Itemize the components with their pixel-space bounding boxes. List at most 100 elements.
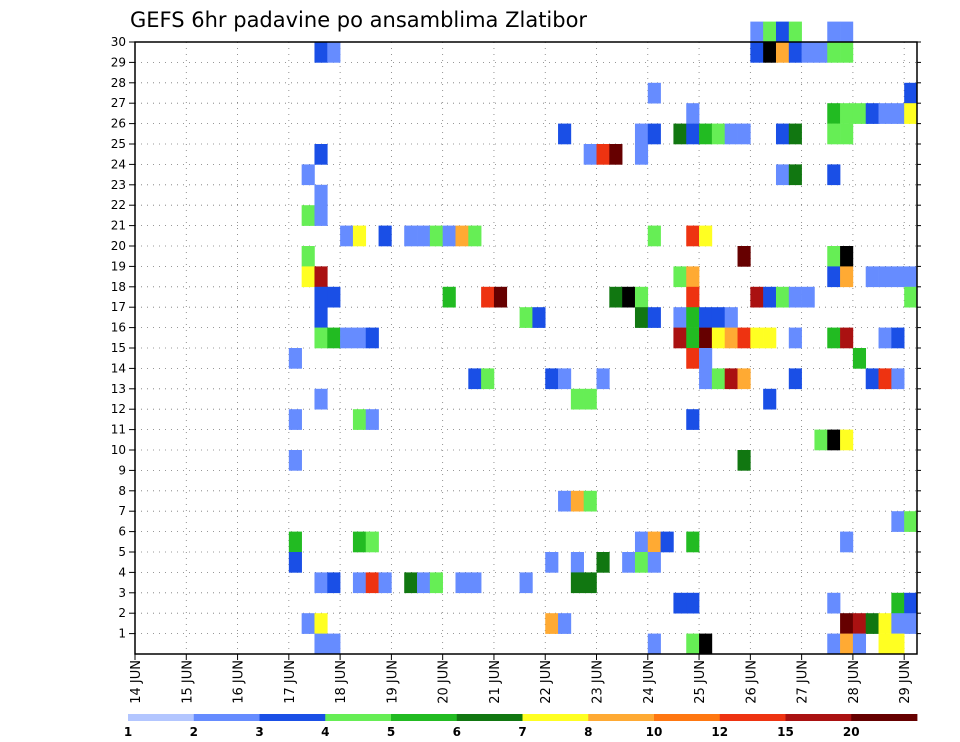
x-axis: 14 JUN 15 JUN 16 JUN 17 JUN 18 JUN 19 JUN 20 J…	[129, 654, 913, 704]
heatmap-cell	[904, 613, 918, 634]
heatmap-cell	[763, 286, 777, 308]
heatmap-cell	[827, 123, 841, 145]
heatmap-cell	[750, 21, 764, 43]
heatmap-cell	[634, 307, 649, 328]
heatmap-cell	[365, 572, 379, 594]
heatmap-cell	[314, 613, 328, 634]
heatmap-cell	[827, 42, 841, 63]
heatmap-cell	[763, 388, 777, 410]
heatmap-cell	[904, 592, 918, 614]
heatmap-cell	[545, 368, 559, 390]
heatmap-cell	[288, 552, 302, 573]
heatmap-cell	[314, 205, 328, 226]
heatmap-cell	[737, 368, 751, 390]
heatmap-cell	[609, 144, 623, 165]
heatmap-cell	[891, 368, 905, 390]
heatmap-cell	[699, 327, 713, 349]
heatmap-cell	[699, 348, 713, 369]
colorbar-label: 3	[255, 725, 263, 739]
heatmap-cell	[827, 429, 841, 451]
heatmap-cell	[519, 572, 533, 594]
heatmap-cell	[840, 531, 854, 553]
heatmap-cell	[840, 246, 854, 267]
x-tick-label: 20 JUN	[437, 660, 452, 704]
heatmap-cell	[301, 613, 315, 634]
heatmap-cell	[686, 307, 700, 328]
heatmap-cell	[558, 490, 572, 512]
heatmap-cell	[686, 123, 700, 145]
heatmap-cell	[840, 327, 854, 349]
heatmap-cell	[852, 348, 867, 369]
heatmap-cell	[417, 572, 431, 594]
heatmap-cell	[288, 450, 302, 471]
colorbar-legend: 1 2 3 4 5 6 7 8 10 12 15 20	[124, 714, 918, 739]
heatmap-cell	[865, 368, 879, 390]
heatmap-cell	[686, 531, 700, 553]
x-tick-label: 24 JUN	[642, 660, 657, 704]
heatmap-cell	[827, 103, 841, 124]
heatmap-cell	[724, 327, 738, 349]
y-tick-label: 3	[118, 586, 126, 600]
heatmap-cell	[878, 103, 892, 124]
heatmap-cell	[532, 307, 546, 328]
colorbar-label: 7	[518, 725, 526, 739]
x-tick-label: 25 JUN	[693, 660, 708, 704]
y-tick-label: 10	[111, 443, 126, 457]
heatmap-cell	[673, 123, 687, 145]
heatmap-cell	[365, 531, 379, 553]
heatmap-cell	[737, 327, 751, 349]
heatmap-cell	[301, 164, 315, 186]
x-tick-label: 27 JUN	[796, 660, 811, 704]
colorbar-label: 4	[321, 725, 329, 739]
heatmap-cell	[481, 368, 495, 390]
heatmap-cell	[417, 225, 431, 247]
heatmap-cell	[301, 266, 315, 288]
heatmap-cell	[699, 225, 713, 247]
heatmap-cell	[570, 552, 584, 573]
heatmap-cell	[647, 531, 661, 553]
heatmap-cell	[904, 511, 918, 532]
heatmap-cell	[775, 21, 790, 43]
heatmap-cell	[686, 103, 700, 124]
heatmap-cell	[647, 307, 661, 328]
heatmap-cell	[891, 103, 905, 124]
colorbar-label: 6	[453, 725, 461, 739]
heatmap-cell	[314, 307, 328, 328]
heatmap-cell	[596, 552, 610, 573]
heatmap-cell	[878, 266, 892, 288]
y-tick-label: 7	[118, 504, 126, 518]
heatmap-cell	[634, 144, 649, 165]
y-tick-label: 11	[111, 423, 126, 437]
y-tick-label: 8	[118, 484, 126, 498]
y-tick-label: 6	[118, 525, 126, 539]
heatmap-cell	[891, 511, 905, 532]
colorbar-swatch	[128, 714, 195, 721]
heatmap-cell	[314, 633, 328, 655]
heatmap-cell	[352, 409, 367, 430]
y-tick-label: 5	[118, 545, 126, 559]
heatmap-cell	[686, 592, 700, 614]
heatmap-cell	[788, 286, 802, 308]
heatmap-cell	[840, 123, 854, 145]
heatmap-cell	[404, 572, 418, 594]
heatmap-cell	[686, 327, 700, 349]
x-tick-label: 22 JUN	[539, 660, 554, 704]
heatmap-cell	[891, 613, 905, 634]
heatmap-cell	[288, 348, 302, 369]
heatmap-cell	[558, 368, 572, 390]
heatmap-cell	[699, 633, 713, 655]
heatmap-cell	[647, 225, 661, 247]
heatmap-cell	[596, 368, 610, 390]
heatmap-cell	[622, 286, 636, 308]
heatmap-cell	[801, 42, 815, 63]
heatmap-cell	[314, 572, 328, 594]
heatmap-cell	[724, 123, 738, 145]
heatmap-cell	[352, 225, 367, 247]
heatmap-cell	[442, 286, 456, 308]
colorbar-swatch	[654, 714, 721, 721]
heatmap-cell	[481, 286, 495, 308]
heatmap-cell	[493, 286, 508, 308]
colorbar-label: 15	[777, 725, 794, 739]
heatmap-cell	[750, 286, 764, 308]
